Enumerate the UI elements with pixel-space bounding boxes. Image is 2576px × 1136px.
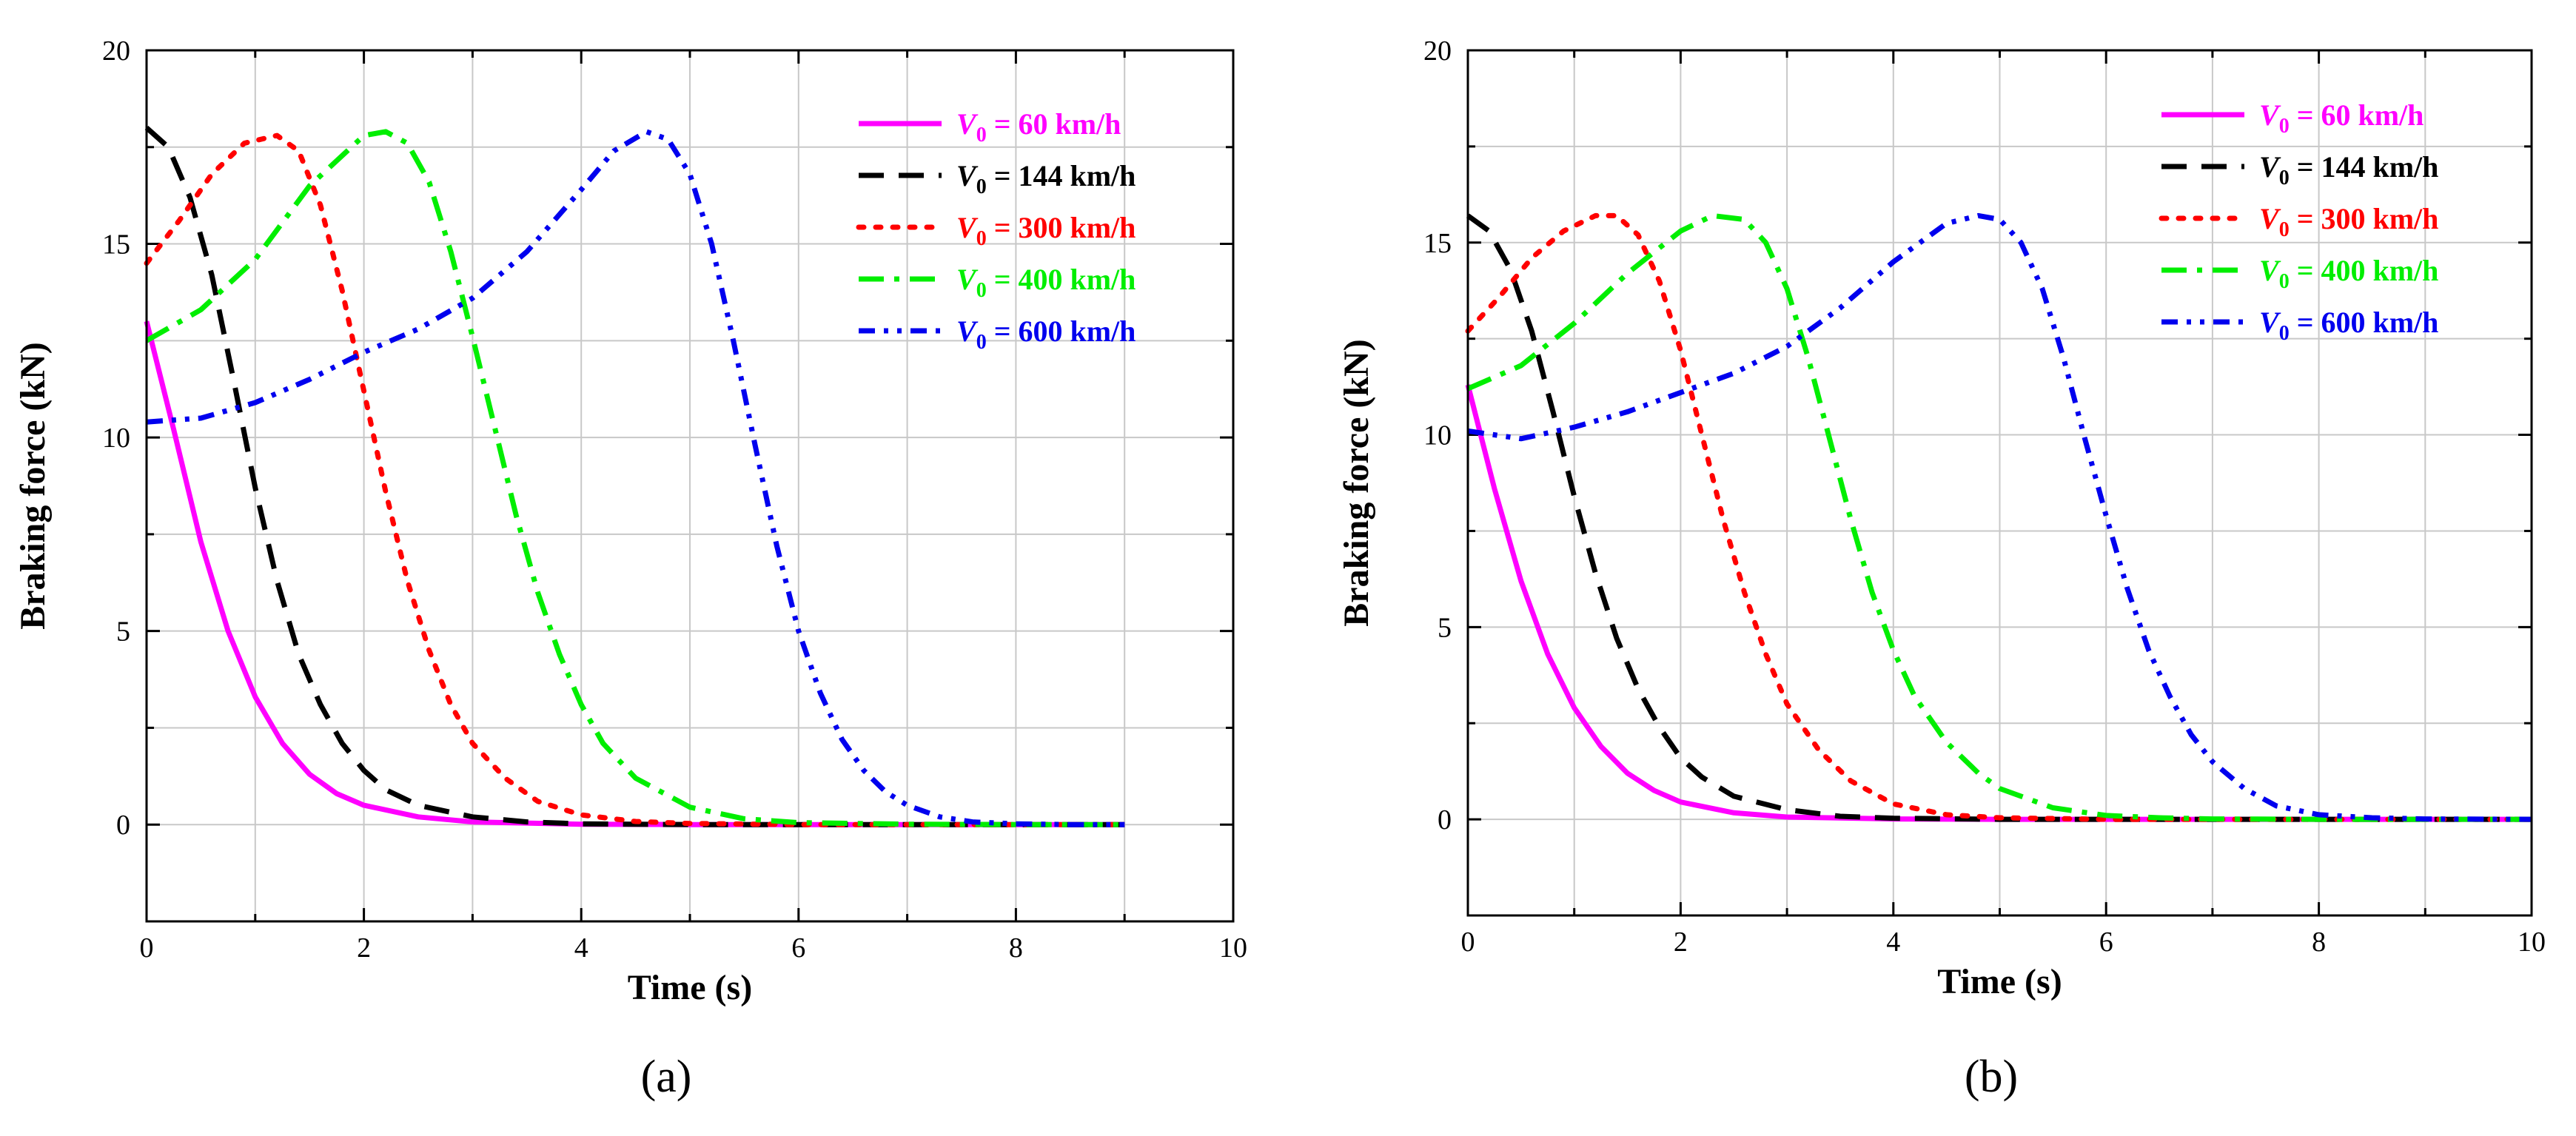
legend-label: V0 = 600 km/h: [956, 315, 1136, 354]
panel-a: 0 2 4 6 8 10 0 5 10 15 20 V0 = 60 km/h V0 = 144 km/h…: [13, 36, 1247, 1102]
series-line: [146, 129, 1125, 827]
series-line: [144, 320, 1125, 827]
legend-label: V0 = 60 km/h: [2259, 98, 2424, 138]
y-tick-label: 20: [1423, 36, 1452, 67]
x-tick-label: 8: [1009, 932, 1023, 964]
legend-label: V0 = 60 km/h: [956, 107, 1121, 147]
panel-label: (b): [1965, 1052, 2018, 1102]
legend-label: V0 = 300 km/h: [956, 211, 1136, 250]
y-tick-label: 0: [116, 810, 130, 841]
series-line: [1465, 384, 2532, 822]
plot-frame: [145, 49, 1235, 923]
series-line: [144, 125, 1125, 827]
x-tick-label: 2: [357, 932, 371, 964]
x-tick-label: 2: [1674, 927, 1688, 958]
x-axis-label: Time (s): [1937, 962, 2062, 1001]
y-tick-label: 5: [116, 616, 130, 648]
series-line: [145, 129, 1125, 827]
legend-label: V0 = 400 km/h: [2259, 254, 2438, 293]
y-tick-label: 15: [1423, 228, 1452, 259]
series-line: [1466, 212, 2532, 822]
y-tick-label: 5: [1438, 612, 1452, 643]
y-tick-label: 0: [1438, 804, 1452, 836]
x-axis-label: Time (s): [628, 968, 752, 1007]
panel-label: (a): [641, 1052, 692, 1102]
y-axis-label: Braking force (kN): [13, 342, 53, 629]
y-tick-label: 10: [1423, 420, 1452, 451]
legend-label: V0 = 400 km/h: [956, 263, 1136, 302]
legend-label: V0 = 300 km/h: [2259, 202, 2438, 241]
x-tick-label: 10: [2518, 927, 2546, 958]
x-tick-label: 0: [140, 932, 154, 964]
series-line: [1467, 212, 2532, 822]
y-tick-label: 15: [102, 229, 130, 261]
plot-frame: [1466, 49, 2533, 917]
series-line: [1465, 212, 2535, 822]
y-tick-label: 10: [102, 423, 130, 454]
x-tick-label: 4: [1886, 927, 1900, 958]
x-tick-label: 4: [574, 932, 588, 964]
y-axis-label: Braking force (kN): [1337, 339, 1376, 626]
x-tick-label: 10: [1219, 932, 1247, 964]
y-tick-label: 20: [102, 36, 130, 67]
series-line: [144, 132, 1127, 827]
x-tick-label: 6: [2099, 927, 2113, 958]
legend-label: V0 = 600 km/h: [2259, 306, 2438, 345]
x-tick-label: 6: [791, 932, 805, 964]
legend-label: V0 = 144 km/h: [2259, 150, 2438, 189]
x-tick-label: 8: [2312, 927, 2326, 958]
x-tick-label: 0: [1461, 927, 1475, 958]
legend-label: V0 = 144 km/h: [956, 159, 1136, 198]
panel-b: 0 2 4 6 8 10 0 5 10 15 20 V0 = 60 km/h V0 = 144 km/h…: [1337, 36, 2546, 1102]
